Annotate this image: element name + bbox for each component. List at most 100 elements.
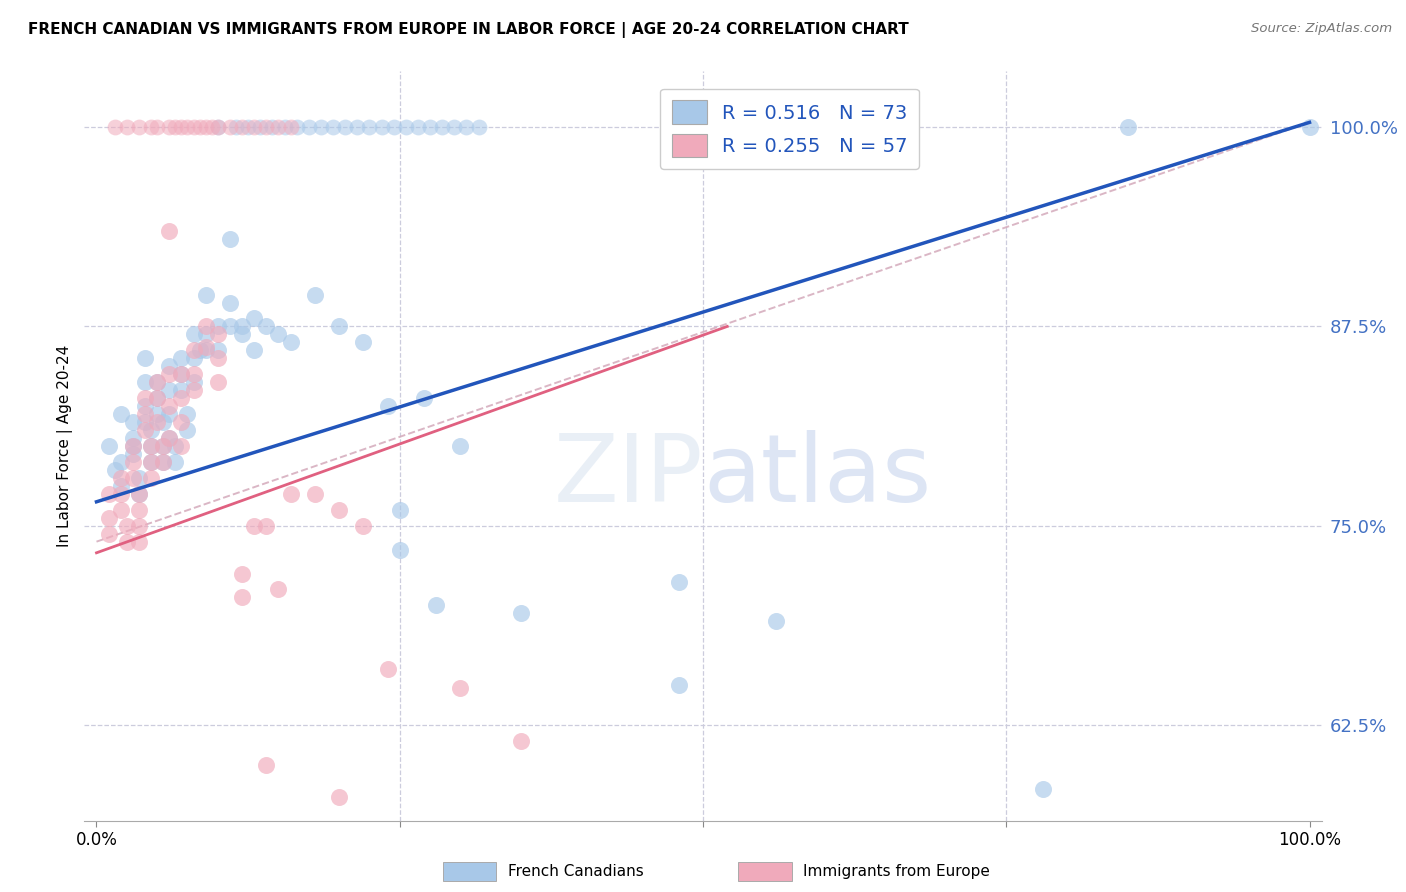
Point	[231, 591, 253, 605]
Point	[122, 431, 145, 445]
Point	[146, 407, 169, 421]
Point	[134, 391, 156, 405]
Point	[110, 479, 132, 493]
Point	[262, 120, 284, 135]
Point	[183, 120, 205, 135]
Point	[449, 439, 471, 453]
Point	[122, 439, 145, 453]
Point	[273, 120, 295, 135]
Point	[225, 120, 247, 135]
Point	[219, 232, 242, 246]
Point	[194, 340, 217, 354]
Point	[128, 487, 150, 501]
Point	[157, 120, 180, 135]
Point	[395, 120, 418, 135]
Point	[188, 343, 211, 358]
Point	[183, 343, 205, 358]
Point	[328, 789, 350, 804]
Point	[194, 327, 217, 342]
Point	[370, 120, 392, 135]
Point	[207, 351, 229, 366]
Point	[267, 327, 290, 342]
Point	[243, 311, 266, 326]
Point	[122, 471, 145, 485]
Point	[115, 120, 138, 135]
Point	[128, 502, 150, 516]
Point	[243, 343, 266, 358]
Point	[134, 407, 156, 421]
Point	[157, 431, 180, 445]
Point	[139, 423, 162, 437]
Point	[249, 120, 271, 135]
Point	[382, 120, 405, 135]
Legend: R = 0.516   N = 73, R = 0.255   N = 57: R = 0.516 N = 73, R = 0.255 N = 57	[659, 88, 920, 169]
Point	[97, 487, 120, 501]
Point	[207, 120, 229, 135]
Point	[152, 439, 174, 453]
Point	[139, 455, 162, 469]
Point	[122, 439, 145, 453]
Point	[170, 368, 193, 382]
Point	[139, 439, 162, 453]
Point	[194, 343, 217, 358]
Point	[139, 471, 162, 485]
Point	[97, 439, 120, 453]
Point	[157, 368, 180, 382]
Point	[152, 455, 174, 469]
Point	[280, 120, 302, 135]
Point	[207, 319, 229, 334]
Point	[134, 415, 156, 429]
Point	[1116, 120, 1139, 135]
Point	[115, 518, 138, 533]
Point	[183, 327, 205, 342]
Point	[146, 376, 169, 390]
Point	[122, 447, 145, 461]
Point	[333, 120, 356, 135]
Point	[128, 120, 150, 135]
Point	[231, 566, 253, 581]
Point	[668, 678, 690, 692]
Point	[134, 376, 156, 390]
Point	[110, 407, 132, 421]
Point	[207, 120, 229, 135]
Point	[236, 120, 259, 135]
Point	[413, 391, 436, 405]
Point	[304, 287, 326, 301]
Point	[388, 502, 411, 516]
Point	[176, 423, 198, 437]
Point	[170, 439, 193, 453]
Point	[765, 615, 787, 629]
Point	[134, 423, 156, 437]
Point	[134, 399, 156, 413]
Point	[207, 343, 229, 358]
Point	[668, 574, 690, 589]
Point	[165, 120, 187, 135]
Point	[254, 319, 277, 334]
Point	[146, 120, 169, 135]
Point	[170, 383, 193, 397]
Point	[254, 120, 277, 135]
Point	[176, 120, 198, 135]
Point	[146, 415, 169, 429]
Point	[254, 757, 277, 772]
Point	[188, 120, 211, 135]
Point	[146, 376, 169, 390]
Point	[352, 335, 374, 350]
Point	[146, 391, 169, 405]
Point	[152, 415, 174, 429]
Point	[510, 734, 533, 748]
Text: Source: ZipAtlas.com: Source: ZipAtlas.com	[1251, 22, 1392, 36]
Point	[170, 415, 193, 429]
Point	[122, 455, 145, 469]
Point	[1298, 120, 1320, 135]
Point	[157, 407, 180, 421]
Point	[110, 487, 132, 501]
Point	[243, 120, 266, 135]
Point	[231, 120, 253, 135]
Point	[352, 518, 374, 533]
Point	[243, 518, 266, 533]
Point	[328, 502, 350, 516]
Point	[170, 368, 193, 382]
Point	[128, 534, 150, 549]
Point	[267, 582, 290, 597]
